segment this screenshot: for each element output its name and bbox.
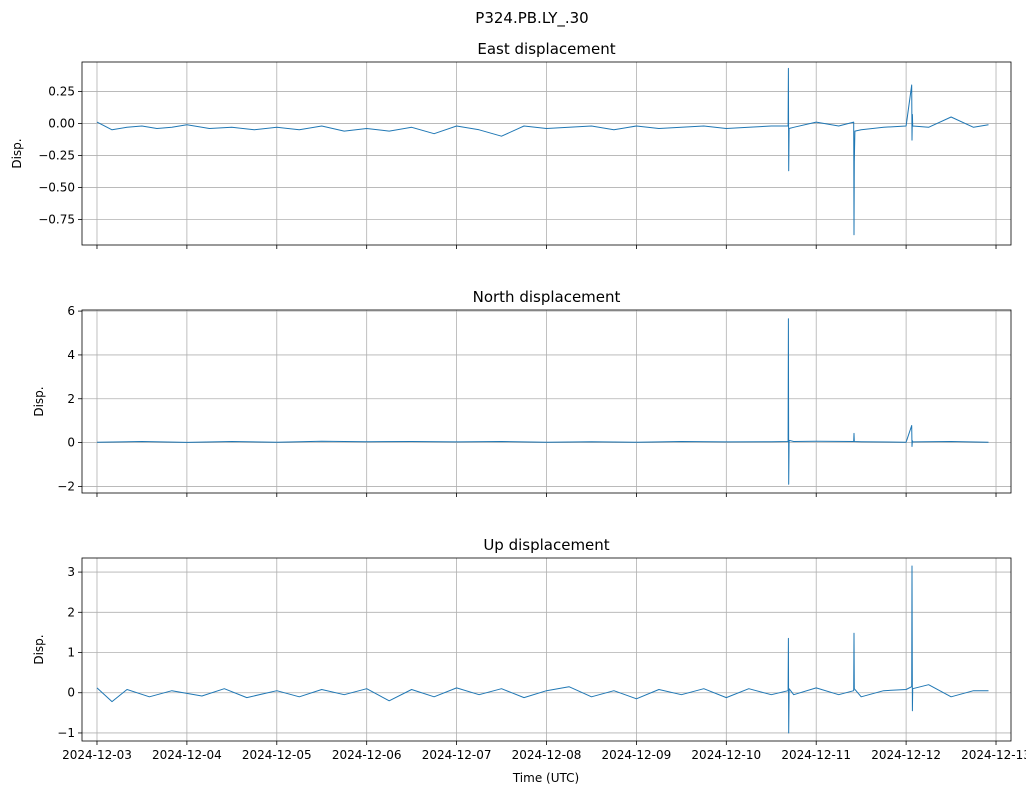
y-tick-label: −1 <box>57 726 75 740</box>
x-tick-label: 2024-12-09 <box>602 748 672 762</box>
x-tick-label: 2024-12-06 <box>332 748 402 762</box>
panel-title: Up displacement <box>483 536 609 554</box>
y-tick-label: −2 <box>57 479 75 493</box>
axes-frame <box>81 61 1012 246</box>
axes-frame <box>81 557 1012 742</box>
x-tick-label: 2024-12-07 <box>422 748 492 762</box>
y-axis-label: Disp. <box>32 386 46 416</box>
y-axis-label: Disp. <box>32 634 46 664</box>
y-tick-label: −0.50 <box>38 180 75 194</box>
x-tick-label: 2024-12-11 <box>781 748 851 762</box>
x-tick-label: 2024-12-13 <box>961 748 1026 762</box>
series-line <box>96 67 989 236</box>
y-tick-label: 0 <box>67 436 75 450</box>
north-displacement-panel: 6 4 2 0 −2 North displacement Disp. <box>32 288 1012 497</box>
east-displacement-panel: 0.25 0.00 −0.25 −0.50 −0.75 East displacement… <box>10 40 1012 249</box>
x-tick-label: 2024-12-08 <box>512 748 582 762</box>
y-tick-label: 2 <box>67 605 75 619</box>
x-tick-label: 2024-12-05 <box>242 748 312 762</box>
y-tick-label: 4 <box>67 348 75 362</box>
y-tick-label: 6 <box>67 304 75 318</box>
series-line <box>96 318 989 485</box>
x-tick-label: 2024-12-12 <box>871 748 941 762</box>
y-tick-label: 1 <box>67 646 75 660</box>
series-line <box>96 565 989 734</box>
y-tick-label: 2 <box>67 392 75 406</box>
y-tick-label: 3 <box>67 565 75 579</box>
y-axis-label: Disp. <box>10 138 24 168</box>
x-axis-label: Time (UTC) <box>512 771 579 785</box>
y-tick-label: −0.25 <box>38 148 75 162</box>
y-tick-label: 0.25 <box>48 84 75 98</box>
panel-title: East displacement <box>477 40 615 58</box>
y-tick-label: 0.00 <box>48 116 75 130</box>
panel-title: North displacement <box>473 288 621 306</box>
x-tick-label: 2024-12-03 <box>62 748 132 762</box>
y-tick-label: 0 <box>67 686 75 700</box>
figure-suptitle: P324.PB.LY_.30 <box>475 9 588 28</box>
x-tick-label: 2024-12-10 <box>691 748 761 762</box>
axes-frame <box>81 309 1012 494</box>
y-tick-label: −0.75 <box>38 212 75 226</box>
x-tick-label: 2024-12-04 <box>152 748 222 762</box>
up-displacement-panel: 2024-12-03 2024-12-04 2024-12-05 2024-12-06… <box>32 536 1026 762</box>
